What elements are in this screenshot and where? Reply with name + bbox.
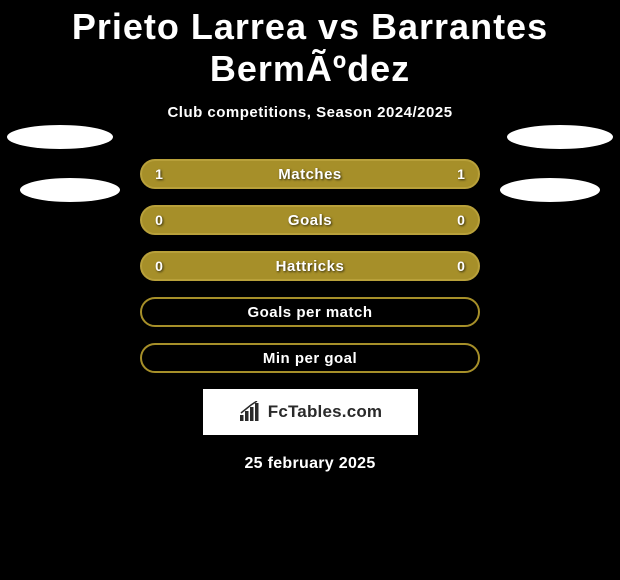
stat-label: Goals per match bbox=[247, 304, 372, 321]
stat-left-value: 1 bbox=[152, 166, 166, 182]
brand-text: FcTables.com bbox=[268, 402, 383, 422]
stat-row-goals: 0 Goals 0 bbox=[140, 205, 480, 235]
stat-row-min-per-goal: Min per goal bbox=[140, 343, 480, 373]
stat-row-hattricks: 0 Hattricks 0 bbox=[140, 251, 480, 281]
date-label: 25 february 2025 bbox=[0, 455, 620, 473]
stat-label: Matches bbox=[278, 166, 342, 183]
stat-row-matches: 1 Matches 1 bbox=[140, 159, 480, 189]
brand-logo-inner: FcTables.com bbox=[238, 401, 383, 423]
stat-right-value: 0 bbox=[454, 258, 468, 274]
stat-label: Min per goal bbox=[263, 350, 357, 367]
subtitle: Club competitions, Season 2024/2025 bbox=[0, 104, 620, 121]
stat-row-goals-per-match: Goals per match bbox=[140, 297, 480, 327]
player-right-ellipse-1 bbox=[507, 125, 613, 149]
stat-left-value: 0 bbox=[152, 212, 166, 228]
player-right-ellipse-2 bbox=[500, 178, 600, 202]
stat-label: Hattricks bbox=[276, 258, 345, 275]
player-left-ellipse-1 bbox=[7, 125, 113, 149]
player-left-ellipse-2 bbox=[20, 178, 120, 202]
page-title: Prieto Larrea vs Barrantes BermÃºdez bbox=[0, 0, 620, 90]
stat-right-value: 1 bbox=[454, 166, 468, 182]
chart-icon bbox=[238, 401, 264, 423]
stat-left-value: 0 bbox=[152, 258, 166, 274]
brand-logo: FcTables.com bbox=[203, 389, 418, 435]
stat-right-value: 0 bbox=[454, 212, 468, 228]
stats-container: 1 Matches 1 0 Goals 0 0 Hattricks 0 Goal… bbox=[140, 159, 480, 373]
stat-label: Goals bbox=[288, 212, 332, 229]
